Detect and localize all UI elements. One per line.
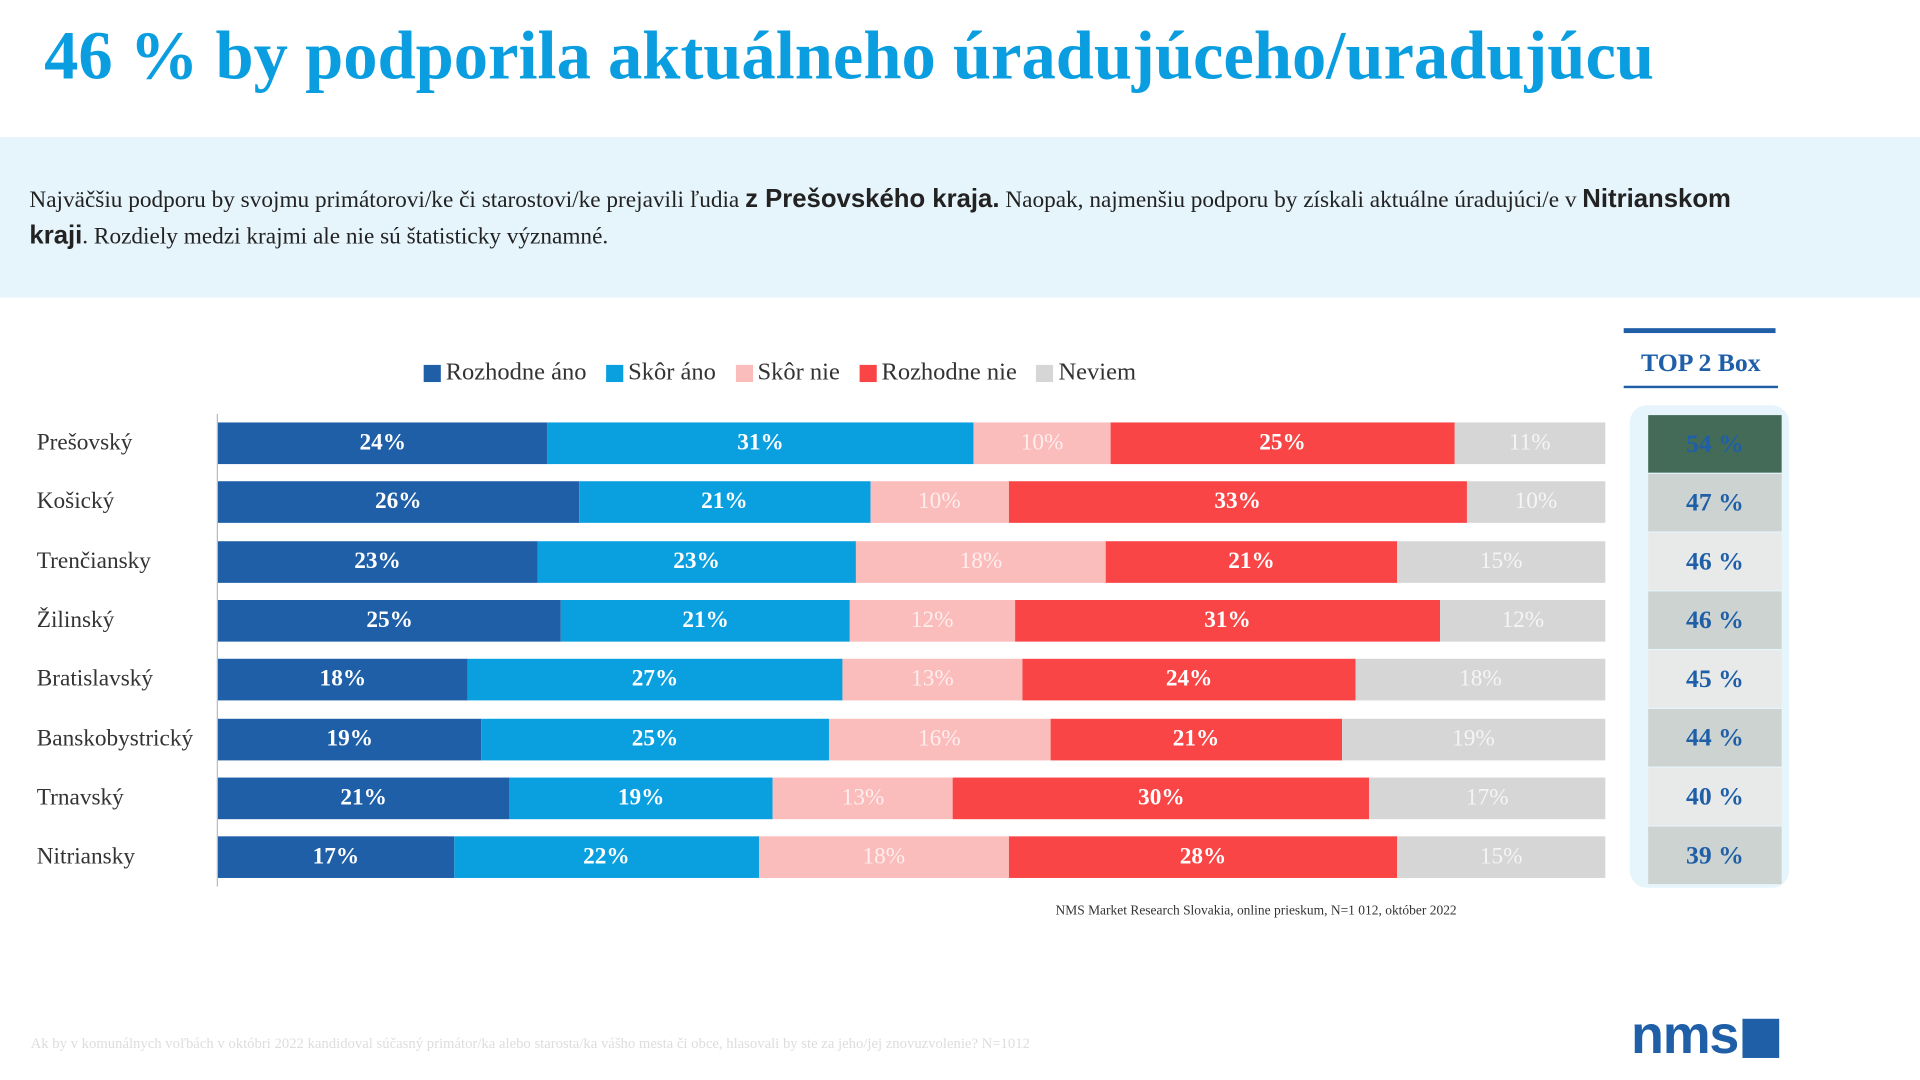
top2-value: 40 %	[1648, 767, 1782, 826]
bar-row: 25% 21% 12% 31% 12%	[217, 599, 1606, 642]
bar-segment: 10%	[870, 481, 1009, 524]
bar-segment: 18%	[1355, 659, 1606, 701]
bar-segment: 18%	[759, 836, 1009, 879]
desc-bold: z Prešovského kraja.	[745, 184, 1000, 214]
nms-logo: nms	[1631, 1005, 1780, 1066]
bar-row: 23% 23% 18% 21% 15%	[217, 540, 1606, 583]
bar-segment: 31%	[1014, 599, 1441, 642]
legend-label: Rozhodne áno	[445, 358, 587, 386]
logo-square	[1743, 1018, 1780, 1058]
category-label: Trnavský	[36, 784, 124, 811]
legend-swatch	[606, 364, 624, 382]
bar-segment: 33%	[1008, 481, 1467, 524]
bar-segment: 17%	[217, 836, 454, 879]
bar-segment: 19%	[1341, 718, 1606, 760]
category-label: Nitriansky	[36, 843, 135, 870]
bar-segment: 21%	[1050, 718, 1342, 760]
legend-swatch	[735, 364, 753, 382]
bar-segment: 11%	[1454, 422, 1606, 465]
bar-segment: 22%	[453, 836, 760, 879]
category-label: Košický	[36, 488, 115, 515]
bar-segment: 25%	[481, 718, 829, 760]
bar-segment: 21%	[217, 777, 510, 819]
logo-text: nms	[1631, 1005, 1739, 1066]
bar-segment: 17%	[1369, 777, 1606, 819]
bar-segment: 12%	[849, 599, 1015, 642]
legend-item: Neviem	[1036, 359, 1136, 387]
legend-label: Skôr áno	[628, 358, 716, 386]
bar-row: 26% 21% 10% 33% 10%	[217, 481, 1606, 524]
legend-label: Skôr nie	[757, 358, 840, 386]
bar-segment: 15%	[1397, 836, 1606, 879]
top2-value: 54 %	[1648, 415, 1782, 473]
legend-item: Skôr áno	[606, 359, 716, 387]
bar-segment: 18%	[856, 540, 1106, 583]
desc-text: Najväčšiu podporu by svojmu primátorovi/…	[29, 187, 746, 214]
bar-segment: 19%	[509, 777, 773, 819]
bar-row: 19% 25% 16% 21% 19%	[217, 718, 1606, 760]
category-label: Banskobystrický	[36, 725, 194, 752]
top2-rule	[1623, 328, 1776, 334]
bar-segment: 18%	[217, 659, 468, 701]
bar-segment: 16%	[828, 718, 1051, 760]
bar-segment: 13%	[842, 659, 1023, 701]
bar-segment: 23%	[217, 540, 538, 583]
bar-row: 18% 27% 13% 24% 18%	[217, 659, 1606, 701]
legend-item: Skôr nie	[735, 358, 840, 387]
legend-swatch	[423, 364, 441, 382]
category-label: Prešovský	[36, 429, 133, 456]
top2-value: 45 %	[1648, 650, 1782, 708]
category-label: Trenčiansky	[36, 548, 151, 574]
legend-item: Rozhodne nie	[859, 358, 1017, 387]
bar-segment: 19%	[217, 718, 482, 760]
legend-label: Rozhodne nie	[881, 358, 1017, 386]
description-band: Najväčšiu podporu by svojmu primátorovi/…	[0, 137, 1920, 298]
legend-swatch	[859, 364, 877, 382]
bar-segment: 24%	[1022, 659, 1356, 701]
bar-segment: 21%	[561, 599, 850, 642]
question-footnote: Ak by v komunálnych voľbách v októbri 20…	[30, 1034, 1030, 1052]
bar-segment: 13%	[772, 777, 954, 819]
bar-segment: 30%	[953, 777, 1370, 819]
page-title: 46 % by podporila aktuálneho úradujúceho…	[44, 18, 1655, 95]
axis-line	[216, 413, 218, 887]
bar-segment: 23%	[537, 540, 857, 583]
bar-segment: 21%	[1105, 540, 1398, 583]
bar-segment: 15%	[1397, 540, 1606, 583]
desc-text: Naopak, najmenšiu podporu by získali akt…	[999, 187, 1583, 214]
bar-segment: 25%	[217, 599, 562, 642]
bar-row: 21% 19% 13% 30% 17%	[217, 777, 1606, 819]
bar-row: 17% 22% 18% 28% 15%	[217, 836, 1606, 879]
category-label: Žilinský	[36, 607, 115, 633]
bar-segment: 24%	[217, 422, 548, 465]
top2-value: 47 %	[1648, 473, 1782, 532]
bar-segment: 26%	[217, 481, 579, 524]
top2-title: TOP 2 Box	[1623, 348, 1778, 389]
top2-value: 39 %	[1648, 826, 1782, 885]
description: Najväčšiu podporu by svojmu primátorovi/…	[29, 181, 1768, 254]
desc-bold: Nitrianskom kraji	[29, 184, 1731, 250]
legend: Rozhodne áno Skôr áno Skôr nie Rozhodne nie…	[423, 358, 1136, 387]
bar-segment: 21%	[578, 481, 871, 524]
bar-segment: 10%	[1466, 481, 1606, 524]
legend-swatch	[1036, 364, 1054, 382]
bar-segment: 10%	[973, 422, 1111, 465]
desc-text: . Rozdiely medzi krajmi ale nie sú štati…	[82, 224, 609, 250]
bar-row: 24% 31% 10% 25% 11%	[217, 422, 1606, 465]
bar-segment: 25%	[1110, 422, 1455, 465]
bar-segment: 28%	[1008, 836, 1398, 879]
top2-value: 44 %	[1648, 708, 1782, 767]
source-note: NMS Market Research Slovakia, online pri…	[1055, 903, 1457, 919]
bar-segment: 31%	[547, 422, 974, 465]
legend-label: Neviem	[1058, 358, 1136, 386]
bar-segment: 12%	[1440, 599, 1606, 642]
legend-item: Rozhodne áno	[423, 358, 587, 387]
top2-value: 46 %	[1648, 591, 1782, 649]
bar-segment: 27%	[467, 659, 843, 701]
top2-value: 46 %	[1648, 532, 1782, 591]
category-label: Bratislavský	[36, 666, 154, 693]
